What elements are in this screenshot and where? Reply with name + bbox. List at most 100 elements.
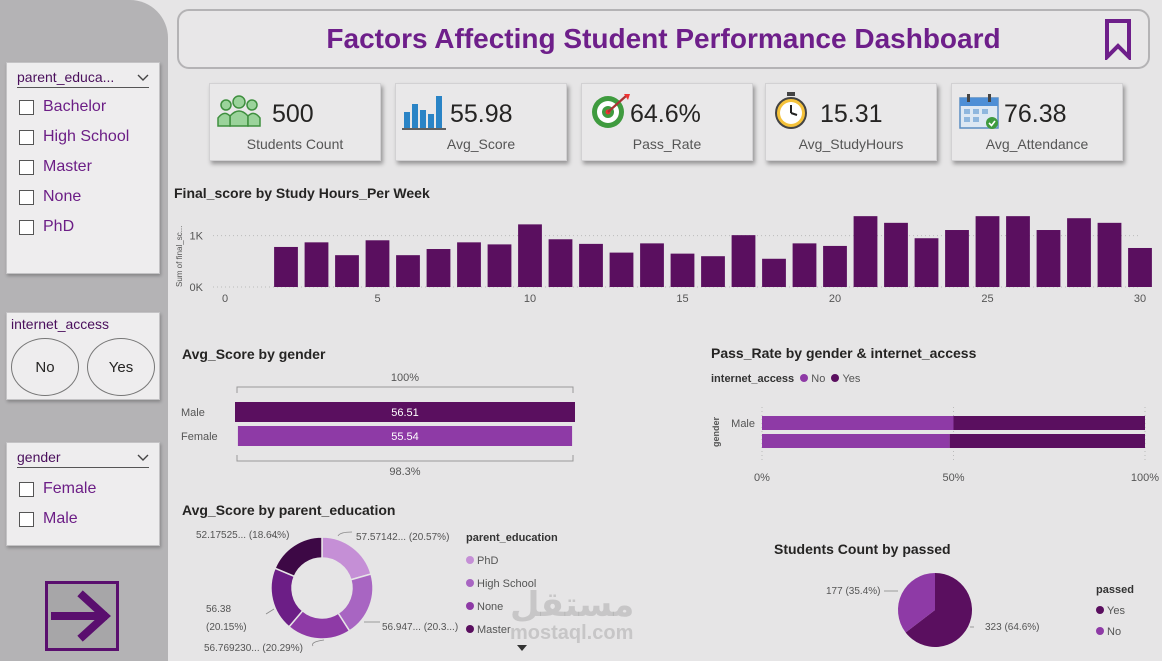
checkbox[interactable]: [19, 219, 34, 235]
bar-hours-3: [304, 242, 329, 287]
bar-hours-29: [1097, 222, 1122, 287]
slice-label-yes: 323 (64.6%): [985, 622, 1039, 633]
y-tick-label: 1K: [190, 231, 204, 243]
slicer-option-bachelor[interactable]: Bachelor: [19, 92, 159, 122]
chevron-down-icon[interactable]: [137, 71, 149, 83]
bottom-bracket-label: 98.3%: [389, 466, 420, 478]
x-tick-label: 20: [829, 293, 841, 305]
parent-education-slicer: parent_educa... Bachelor High School Mas…: [6, 62, 160, 274]
kpi-label: Avg_StudyHours: [798, 136, 904, 152]
y-axis-label: gender: [711, 416, 721, 447]
checkbox[interactable]: [19, 99, 34, 115]
pass-rate-by-gender-internet-chart[interactable]: gender 0% 50% 100% Male: [705, 395, 1160, 490]
bar-hours-24: [945, 230, 969, 287]
bar-segment-no: [762, 434, 950, 448]
slicer-option-phd[interactable]: PhD: [19, 212, 159, 242]
slicer-option-high-school[interactable]: High School: [19, 122, 159, 152]
parent-education-legend: parent_education PhD High School None Ma…: [466, 527, 558, 642]
final-score-by-study-hours-chart[interactable]: Sum of final_sc... 0K 1K 0 5 10 15 20 25 30: [170, 205, 1155, 310]
slice-label-phd: 57.57142... (20.57%): [356, 532, 449, 543]
chart-title-avg-score-gender: Avg_Score by gender: [182, 346, 326, 362]
legend-item-phd[interactable]: PhD: [477, 555, 499, 567]
watermark-latin: mostaql.com: [510, 622, 634, 644]
bar-hours-9: [487, 244, 512, 287]
x-tick-label: 100%: [1131, 472, 1159, 484]
slicer-option-none[interactable]: None: [19, 182, 159, 212]
legend-item-yes[interactable]: Yes: [1107, 605, 1125, 617]
checkbox[interactable]: [19, 159, 34, 175]
slicer-title: gender: [17, 449, 61, 465]
kpi-label: Avg_Score: [446, 136, 516, 152]
legend-item-none[interactable]: None: [477, 601, 504, 613]
internet-access-slicer: internet_access No Yes: [6, 312, 160, 400]
bar-hours-6: [396, 255, 420, 287]
bar-hours-19: [792, 243, 817, 287]
bar-female: [237, 426, 573, 446]
legend-item-no[interactable]: No: [1107, 626, 1122, 638]
bar-male: [235, 402, 575, 422]
slice-label-no: 177 (35.4%): [826, 586, 880, 597]
checkbox[interactable]: [19, 189, 34, 205]
legend-scroll-down-icon[interactable]: [515, 643, 529, 653]
bar-hours-25: [975, 216, 1000, 287]
bar-hours-13: [609, 252, 634, 287]
checkbox[interactable]: [19, 129, 34, 145]
slicer-title: internet_access: [11, 316, 110, 332]
header-bar: Factors Affecting Student Performance Da…: [177, 9, 1150, 69]
bar-chart-icon: [402, 96, 446, 130]
bar-hours-27: [1036, 230, 1061, 287]
internet-access-yes-button[interactable]: Yes: [87, 338, 155, 396]
avg-score-by-gender-chart[interactable]: 100% 98.3% Male 56.51 Female 55.54: [175, 365, 595, 480]
slice-label-master-pct: (20.15%): [206, 622, 247, 633]
legend-item-no[interactable]: No: [811, 373, 826, 385]
target-icon: [592, 94, 630, 128]
internet-access-no-button[interactable]: No: [11, 338, 79, 396]
passed-legend: passed Yes No: [1096, 580, 1134, 643]
kpi-card-avg-attendance: 76.38 Avg_Attendance: [951, 83, 1123, 161]
kpi-value: 15.31: [820, 100, 883, 128]
bar-hours-14: [640, 243, 664, 287]
next-page-button[interactable]: [45, 581, 119, 651]
slicer-option-male[interactable]: Male: [19, 504, 159, 534]
avg-score-by-parent-education-donut[interactable]: 57.57142... (20.57%) 56.947... (20.3...)…: [170, 518, 470, 658]
students-count-by-passed-pie[interactable]: 177 (35.4%) 323 (64.6%): [820, 565, 1060, 655]
option-label: Bachelor: [43, 98, 107, 115]
gender-slicer: gender Female Male: [6, 442, 160, 546]
option-label: PhD: [43, 218, 75, 235]
legend-title: parent_education: [466, 532, 558, 544]
slicer-option-female[interactable]: Female: [19, 474, 159, 504]
bar-hours-10: [518, 224, 542, 287]
checkbox[interactable]: [19, 481, 34, 497]
slicer-header[interactable]: gender: [17, 447, 149, 468]
x-tick-label: 30: [1134, 293, 1146, 305]
arrow-right-icon: [51, 590, 111, 642]
kpi-value: 76.38: [1004, 100, 1067, 128]
checkbox[interactable]: [19, 511, 34, 527]
kpi-label: Students Count: [246, 136, 344, 152]
slicer-option-master[interactable]: Master: [19, 152, 159, 182]
slicer-header[interactable]: parent_educa...: [17, 67, 149, 88]
bar-value-label: 55.54: [391, 431, 419, 443]
bar-hours-2: [274, 246, 298, 287]
slice-label-high-school: 56.947... (20.3...): [382, 622, 458, 633]
kpi-label: Avg_Attendance: [985, 136, 1089, 152]
kpi-label: Pass_Rate: [632, 136, 702, 152]
donut-slice-phd: [321, 536, 372, 581]
legend-item-master[interactable]: Master: [477, 624, 511, 636]
bar-hours-11: [548, 239, 573, 287]
option-label: Male: [43, 510, 78, 527]
bookmark-icon[interactable]: [1104, 18, 1132, 60]
chevron-down-icon[interactable]: [137, 451, 149, 463]
pie-slice-yes: [905, 573, 972, 647]
option-label: Master: [43, 158, 92, 175]
bar-hours-7: [426, 249, 451, 287]
legend-item-yes[interactable]: Yes: [842, 373, 861, 385]
kpi-card-avg-study-hours: 15.31 Avg_StudyHours: [765, 83, 937, 161]
bar-hours-28: [1067, 218, 1091, 287]
kpi-value: 64.6%: [630, 100, 701, 128]
bar-hours-12: [579, 243, 603, 287]
option-label: None: [43, 188, 82, 205]
slice-label-bachelor: 52.17525... (18.64%): [196, 530, 289, 541]
top-bracket-label: 100%: [391, 372, 419, 384]
legend-item-high-school[interactable]: High School: [477, 578, 537, 590]
